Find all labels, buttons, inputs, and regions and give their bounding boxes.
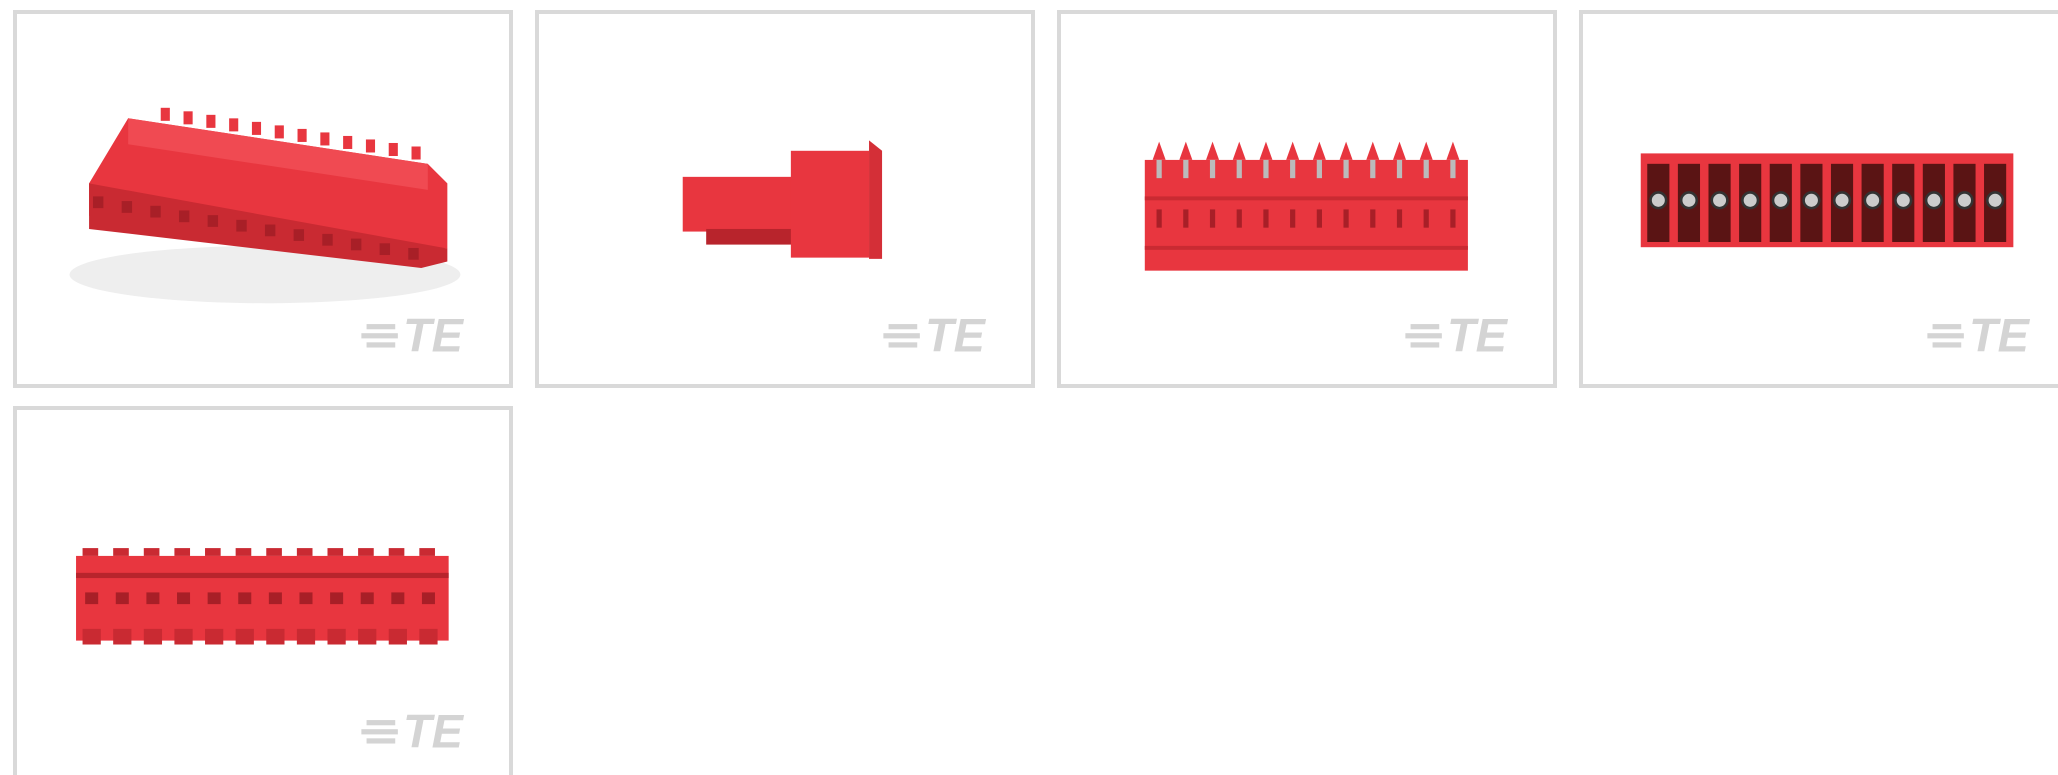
watermark-text: TE [403,309,465,361]
watermark: TE [883,309,986,361]
image-tile[interactable]: TE [1579,10,2058,388]
image-tile[interactable]: TE [13,10,513,388]
watermark: TE [361,705,464,757]
watermark-text: TE [403,705,465,757]
image-tile[interactable]: TE [535,10,1035,388]
watermark-text: TE [925,309,987,361]
watermark-text: TE [1447,309,1509,361]
product-image: TE [17,410,509,775]
product-image: TE [17,14,509,384]
watermark: TE [1927,309,2030,361]
image-tile[interactable]: TE [13,406,513,775]
watermark-text: TE [1969,309,2031,361]
image-tile[interactable]: TE [1057,10,1557,388]
product-image: TE [1061,14,1553,384]
watermark: TE [1405,309,1508,361]
product-image: TE [1583,14,2058,384]
page: TE TE TE TE TE [0,0,2058,775]
watermark: TE [361,309,464,361]
product-image: TE [539,14,1031,384]
